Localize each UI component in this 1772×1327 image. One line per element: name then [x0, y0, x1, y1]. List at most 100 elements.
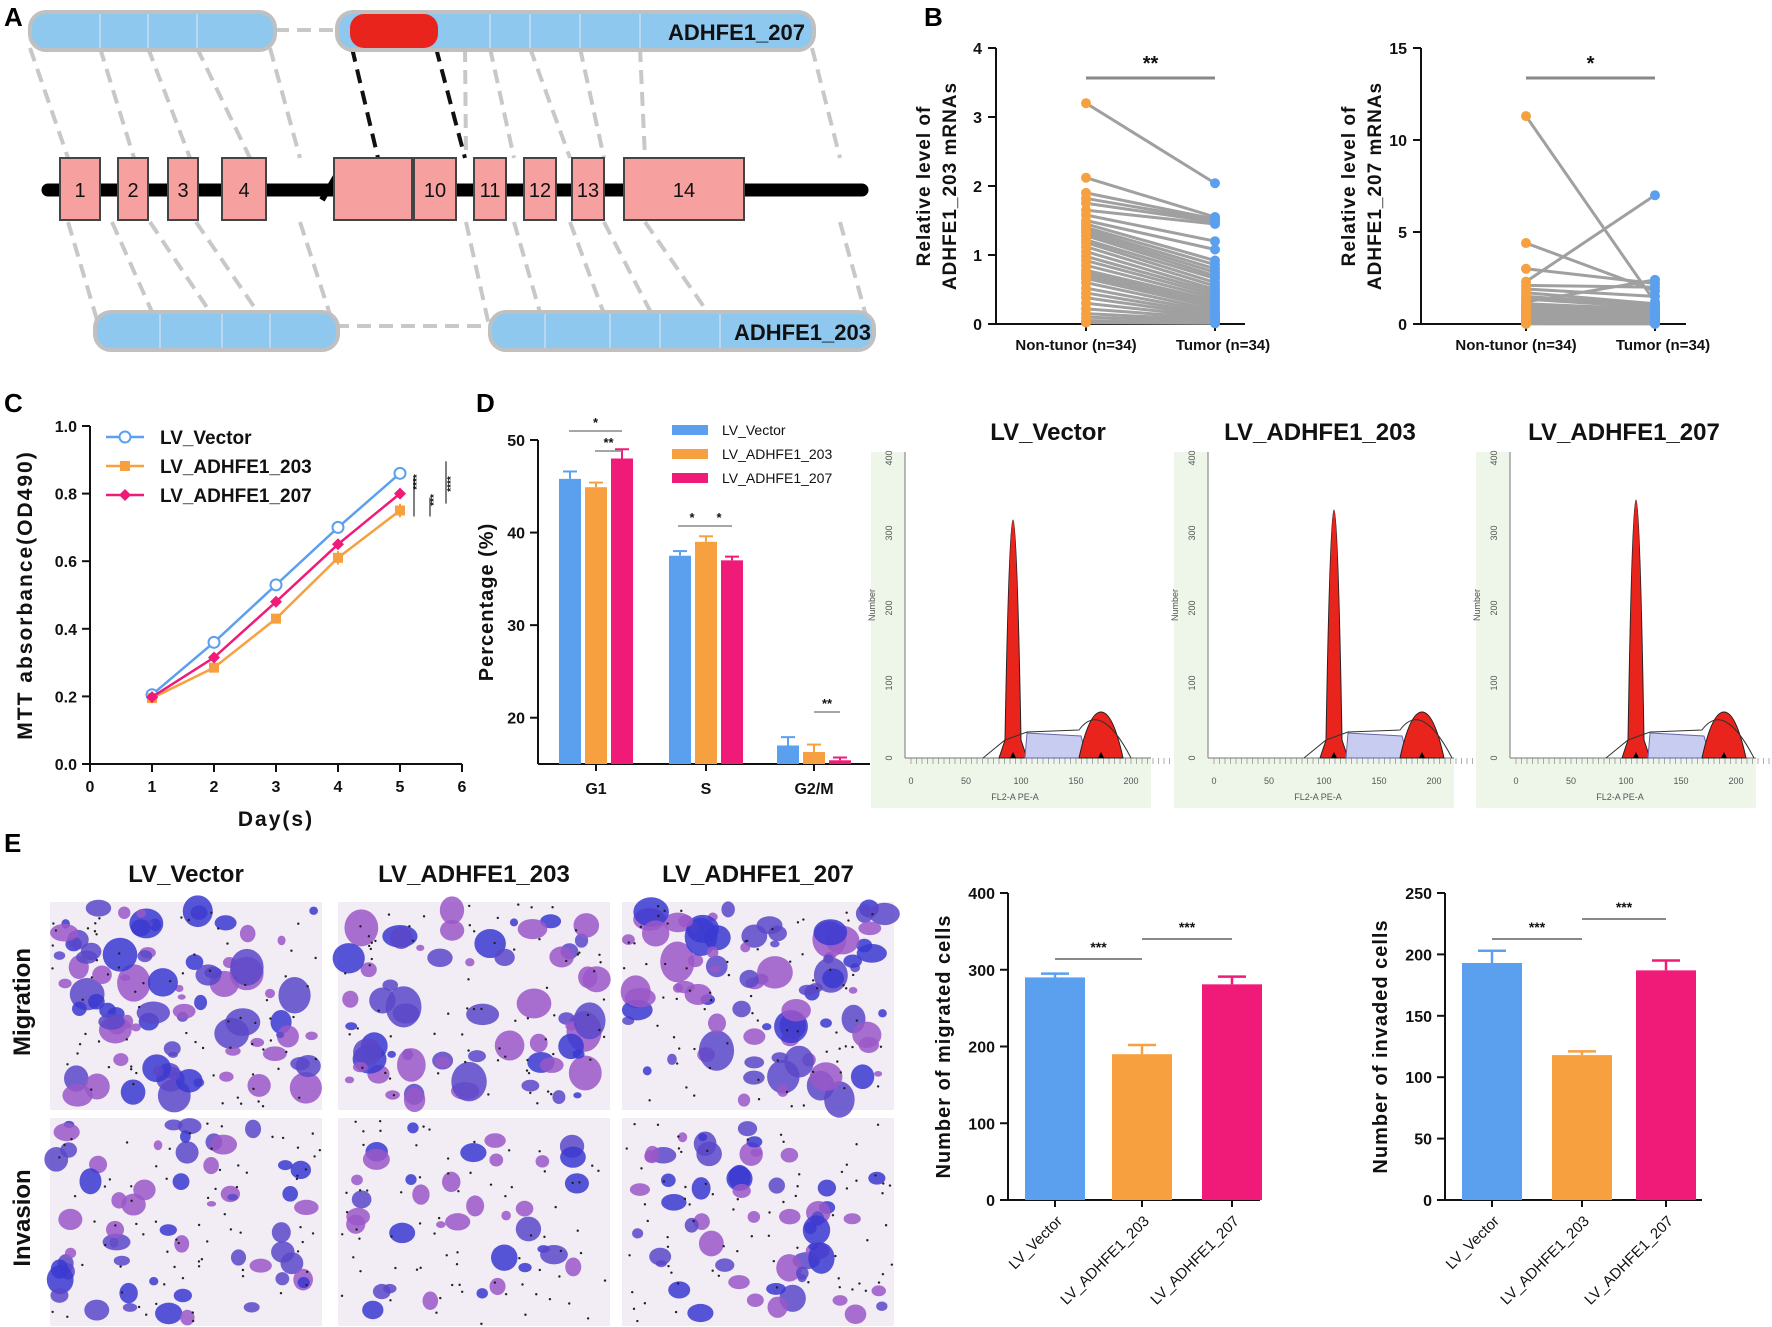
stained-cell: [732, 1183, 751, 1198]
membrane-pore: [786, 1029, 789, 1032]
membrane-pore: [545, 986, 549, 990]
significance-mark: *: [716, 510, 722, 525]
pair-line: [1085, 250, 1216, 291]
membrane-pore: [538, 1150, 541, 1153]
tumor-point: [1650, 274, 1660, 285]
membrane-pore: [772, 1259, 775, 1263]
x-tick-label: Non-tunor (n=34): [1455, 337, 1576, 354]
stained-cell: [105, 1220, 125, 1239]
stained-cell: [621, 934, 635, 945]
exon-label: 10: [424, 180, 446, 202]
flow-x-tick: 150: [1371, 776, 1386, 786]
stained-cell: [50, 923, 79, 942]
membrane-pore: [208, 969, 212, 973]
exon-label: 1: [74, 180, 85, 202]
flow-x-tick: 50: [1566, 776, 1576, 786]
membrane-pore: [292, 1015, 295, 1019]
pair-line: [1085, 228, 1216, 271]
stained-cell: [276, 1031, 285, 1039]
stained-cell: [529, 1033, 548, 1053]
g2-marker: [1098, 752, 1104, 758]
y-tick-label: 150: [1405, 1009, 1432, 1026]
stained-cell: [698, 1133, 708, 1142]
membrane-pore: [358, 1237, 361, 1240]
g1-marker: [1010, 752, 1016, 758]
y-axis-label: Relative level of ADHFE1_207 mRNAs: [1339, 82, 1386, 290]
membrane-pore: [298, 1096, 301, 1099]
stained-cell: [203, 1156, 219, 1175]
membrane-pore: [549, 1092, 553, 1096]
membrane-pore: [757, 1078, 760, 1082]
membrane-pore: [688, 1203, 691, 1206]
membrane-pore: [220, 1125, 224, 1128]
membrane-pore: [518, 1257, 521, 1260]
membrane-pore: [628, 1254, 631, 1257]
stained-cell: [779, 1208, 801, 1225]
membrane-pore: [790, 1105, 793, 1108]
pair-line: [1085, 101, 1216, 185]
stained-cell: [560, 1146, 586, 1168]
stained-cell: [649, 1247, 672, 1266]
significance-mark: *: [1587, 53, 1595, 75]
membrane-pore: [467, 978, 470, 981]
pair-line: [1525, 267, 1656, 286]
flow-y-tick: 0: [884, 755, 894, 760]
membrane-pore: [51, 944, 54, 947]
membrane-pore: [576, 953, 580, 956]
membrane-pore: [768, 1211, 771, 1214]
flow-y-tick: 400: [1489, 450, 1499, 465]
stained-cell: [743, 1070, 765, 1085]
non-tumor-point: [1081, 198, 1091, 209]
y-tick-label: 30: [507, 618, 525, 635]
membrane-pore: [838, 1285, 841, 1289]
y-tick-label: 0: [986, 1193, 995, 1210]
stained-cell: [661, 1193, 687, 1211]
membrane-pore: [135, 1222, 138, 1226]
s-phase-area: [1647, 732, 1711, 759]
membrane-pore: [473, 1140, 476, 1144]
membrane-pore: [130, 1199, 133, 1203]
membrane-pore: [437, 1216, 441, 1220]
fit-curve: [1303, 719, 1453, 759]
membrane-pore: [436, 1072, 440, 1075]
membrane-pore: [633, 1122, 636, 1126]
flow-y-tick: 400: [1187, 450, 1197, 465]
membrane-pore: [598, 953, 601, 957]
flow-y-tick: 300: [884, 525, 894, 540]
stained-cell: [172, 1173, 190, 1191]
bar: [585, 487, 607, 764]
legend-label: LV_ADHFE1_207: [722, 470, 832, 486]
stained-cell: [687, 954, 704, 968]
significance-mark: ***: [429, 494, 440, 506]
stained-cell: [79, 1168, 102, 1195]
stained-cell: [436, 1221, 446, 1229]
membrane-pore: [130, 1065, 133, 1068]
membrane-pore: [191, 1319, 195, 1323]
stained-cell: [346, 1207, 370, 1226]
stained-cell: [120, 1079, 146, 1105]
membrane-pore: [675, 997, 678, 1001]
membrane-pore: [855, 1143, 858, 1146]
stained-cell: [710, 965, 720, 973]
stained-cell: [844, 1304, 867, 1324]
membrane-pore: [94, 922, 97, 925]
membrane-pore: [93, 930, 97, 933]
membrane-pore: [840, 1170, 844, 1174]
stained-cell: [137, 950, 153, 963]
membrane-pore: [636, 1319, 639, 1323]
legend-label: LV_ADHFE1_203: [722, 446, 832, 462]
membrane-pore: [389, 1035, 392, 1038]
y-tick-label: 400: [968, 886, 995, 903]
membrane-pore: [460, 1290, 464, 1293]
data-point: [209, 662, 219, 673]
membrane-pore: [838, 1047, 841, 1050]
stained-cell: [149, 918, 162, 932]
membrane-pore: [239, 1231, 242, 1234]
membrane-pore: [554, 1205, 557, 1209]
membrane-pore: [571, 1181, 574, 1185]
stained-cell: [776, 1254, 803, 1282]
stained-cell: [776, 1084, 789, 1097]
stained-cell: [271, 1222, 291, 1243]
stained-cell: [539, 1057, 564, 1073]
pair-line: [1085, 231, 1216, 274]
